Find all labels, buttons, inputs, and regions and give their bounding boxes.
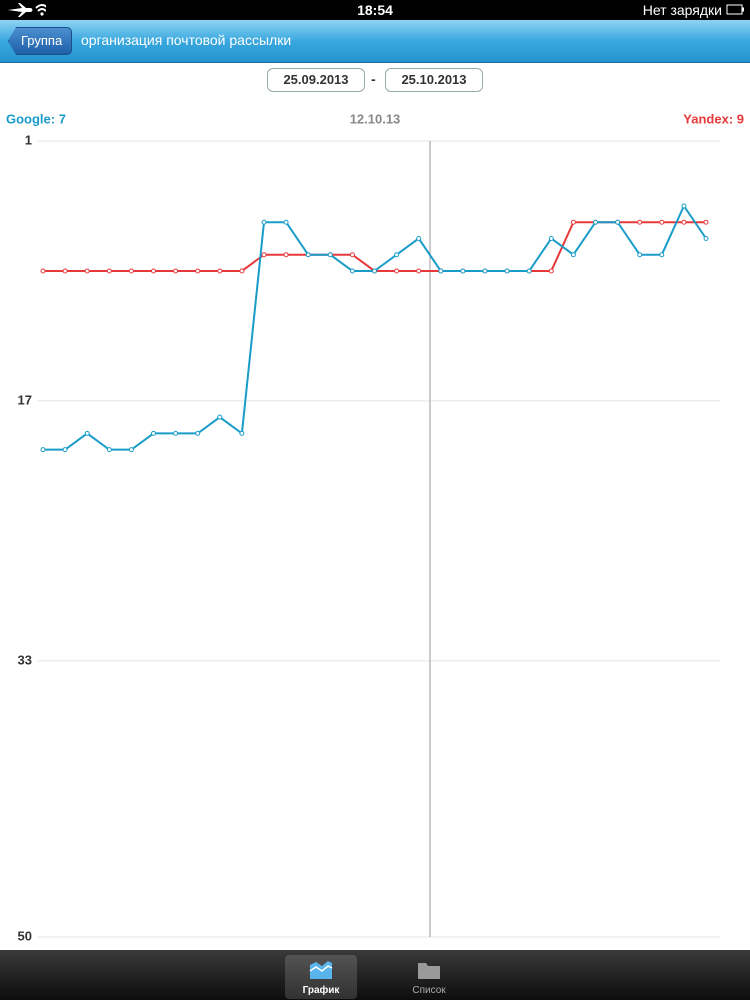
legend-right: Yandex: 9: [683, 111, 744, 126]
chart: 1 17 33 50 Google: 7 Yandex: 9 12.10.13: [6, 111, 744, 943]
data-point: [372, 268, 377, 274]
status-bar: 18:54 Нет зарядки: [0, 0, 750, 20]
data-point: [438, 268, 444, 274]
data-point: [261, 219, 267, 225]
data-point: [548, 235, 554, 241]
date-range: 25.09.2013 - 25.10.2013: [0, 68, 750, 92]
data-point: [637, 219, 643, 225]
data-point: [40, 447, 46, 453]
tab-label: Список: [412, 985, 446, 996]
data-point: [217, 268, 223, 274]
time: 18:54: [357, 2, 393, 18]
data-point: [173, 268, 179, 274]
data-point: [703, 235, 709, 241]
data-point: [84, 430, 90, 436]
battery-icon: [726, 4, 744, 15]
tab[interactable]: Список: [393, 955, 465, 999]
nav-title: организация почтовой рассылки: [81, 32, 292, 48]
data-point: [106, 447, 112, 453]
data-point: [349, 252, 355, 258]
chart-icon: [309, 961, 333, 979]
battery-status: Нет зарядки: [642, 2, 722, 18]
nav-bar: Группа организация почтовой рассылки: [0, 20, 750, 63]
data-point: [394, 252, 400, 258]
y-tick-label: 17: [18, 392, 32, 407]
data-point: [637, 252, 643, 258]
data-point: [84, 268, 90, 274]
data-point: [195, 430, 201, 436]
data-point: [681, 203, 687, 209]
folder-icon: [418, 963, 440, 979]
back-button[interactable]: Группа: [8, 27, 73, 55]
y-tick-label: 1: [25, 132, 32, 147]
data-point: [217, 414, 223, 420]
data-point: [327, 252, 333, 258]
date-to[interactable]: 25.10.2013: [385, 68, 483, 92]
date-separator: -: [371, 71, 376, 87]
data-point: [261, 252, 267, 258]
data-point: [106, 268, 112, 274]
tab[interactable]: График: [285, 955, 357, 999]
data-point: [703, 219, 709, 225]
tab-bar: График Список: [0, 950, 750, 1000]
tab-label: График: [302, 985, 340, 996]
y-tick-label: 50: [18, 928, 32, 943]
data-point: [62, 447, 68, 453]
data-point: [593, 219, 598, 225]
data-point: [128, 447, 134, 453]
data-point: [283, 252, 289, 258]
data-point: [659, 219, 665, 225]
data-point: [349, 268, 355, 274]
date-from[interactable]: 25.09.2013: [267, 68, 365, 92]
data-point: [151, 268, 156, 274]
data-point: [239, 430, 245, 436]
data-point: [305, 252, 311, 258]
data-point: [173, 430, 179, 436]
data-point: [283, 219, 289, 225]
data-point: [128, 268, 134, 274]
data-point: [615, 219, 621, 225]
data-point: [239, 268, 245, 274]
data-point: [460, 268, 466, 274]
data-point: [681, 219, 687, 225]
status-icons: [8, 3, 46, 17]
data-point: [394, 268, 400, 274]
cursor-label: 12.10.13: [350, 111, 401, 126]
data-point: [570, 252, 576, 258]
data-point: [416, 268, 422, 274]
data-point: [570, 219, 576, 225]
data-point: [151, 430, 156, 436]
series-line: [43, 221, 706, 272]
data-point: [416, 235, 422, 241]
series-line: [43, 203, 707, 451]
data-point: [659, 252, 665, 258]
data-point: [40, 268, 46, 274]
data-point: [548, 268, 554, 274]
data-point: [482, 268, 488, 274]
data-point: [195, 268, 201, 274]
data-point: [504, 268, 510, 274]
data-point: [62, 268, 68, 274]
data-point: [526, 268, 532, 274]
y-tick-label: 33: [18, 652, 32, 667]
legend-left: Google: 7: [6, 111, 66, 126]
